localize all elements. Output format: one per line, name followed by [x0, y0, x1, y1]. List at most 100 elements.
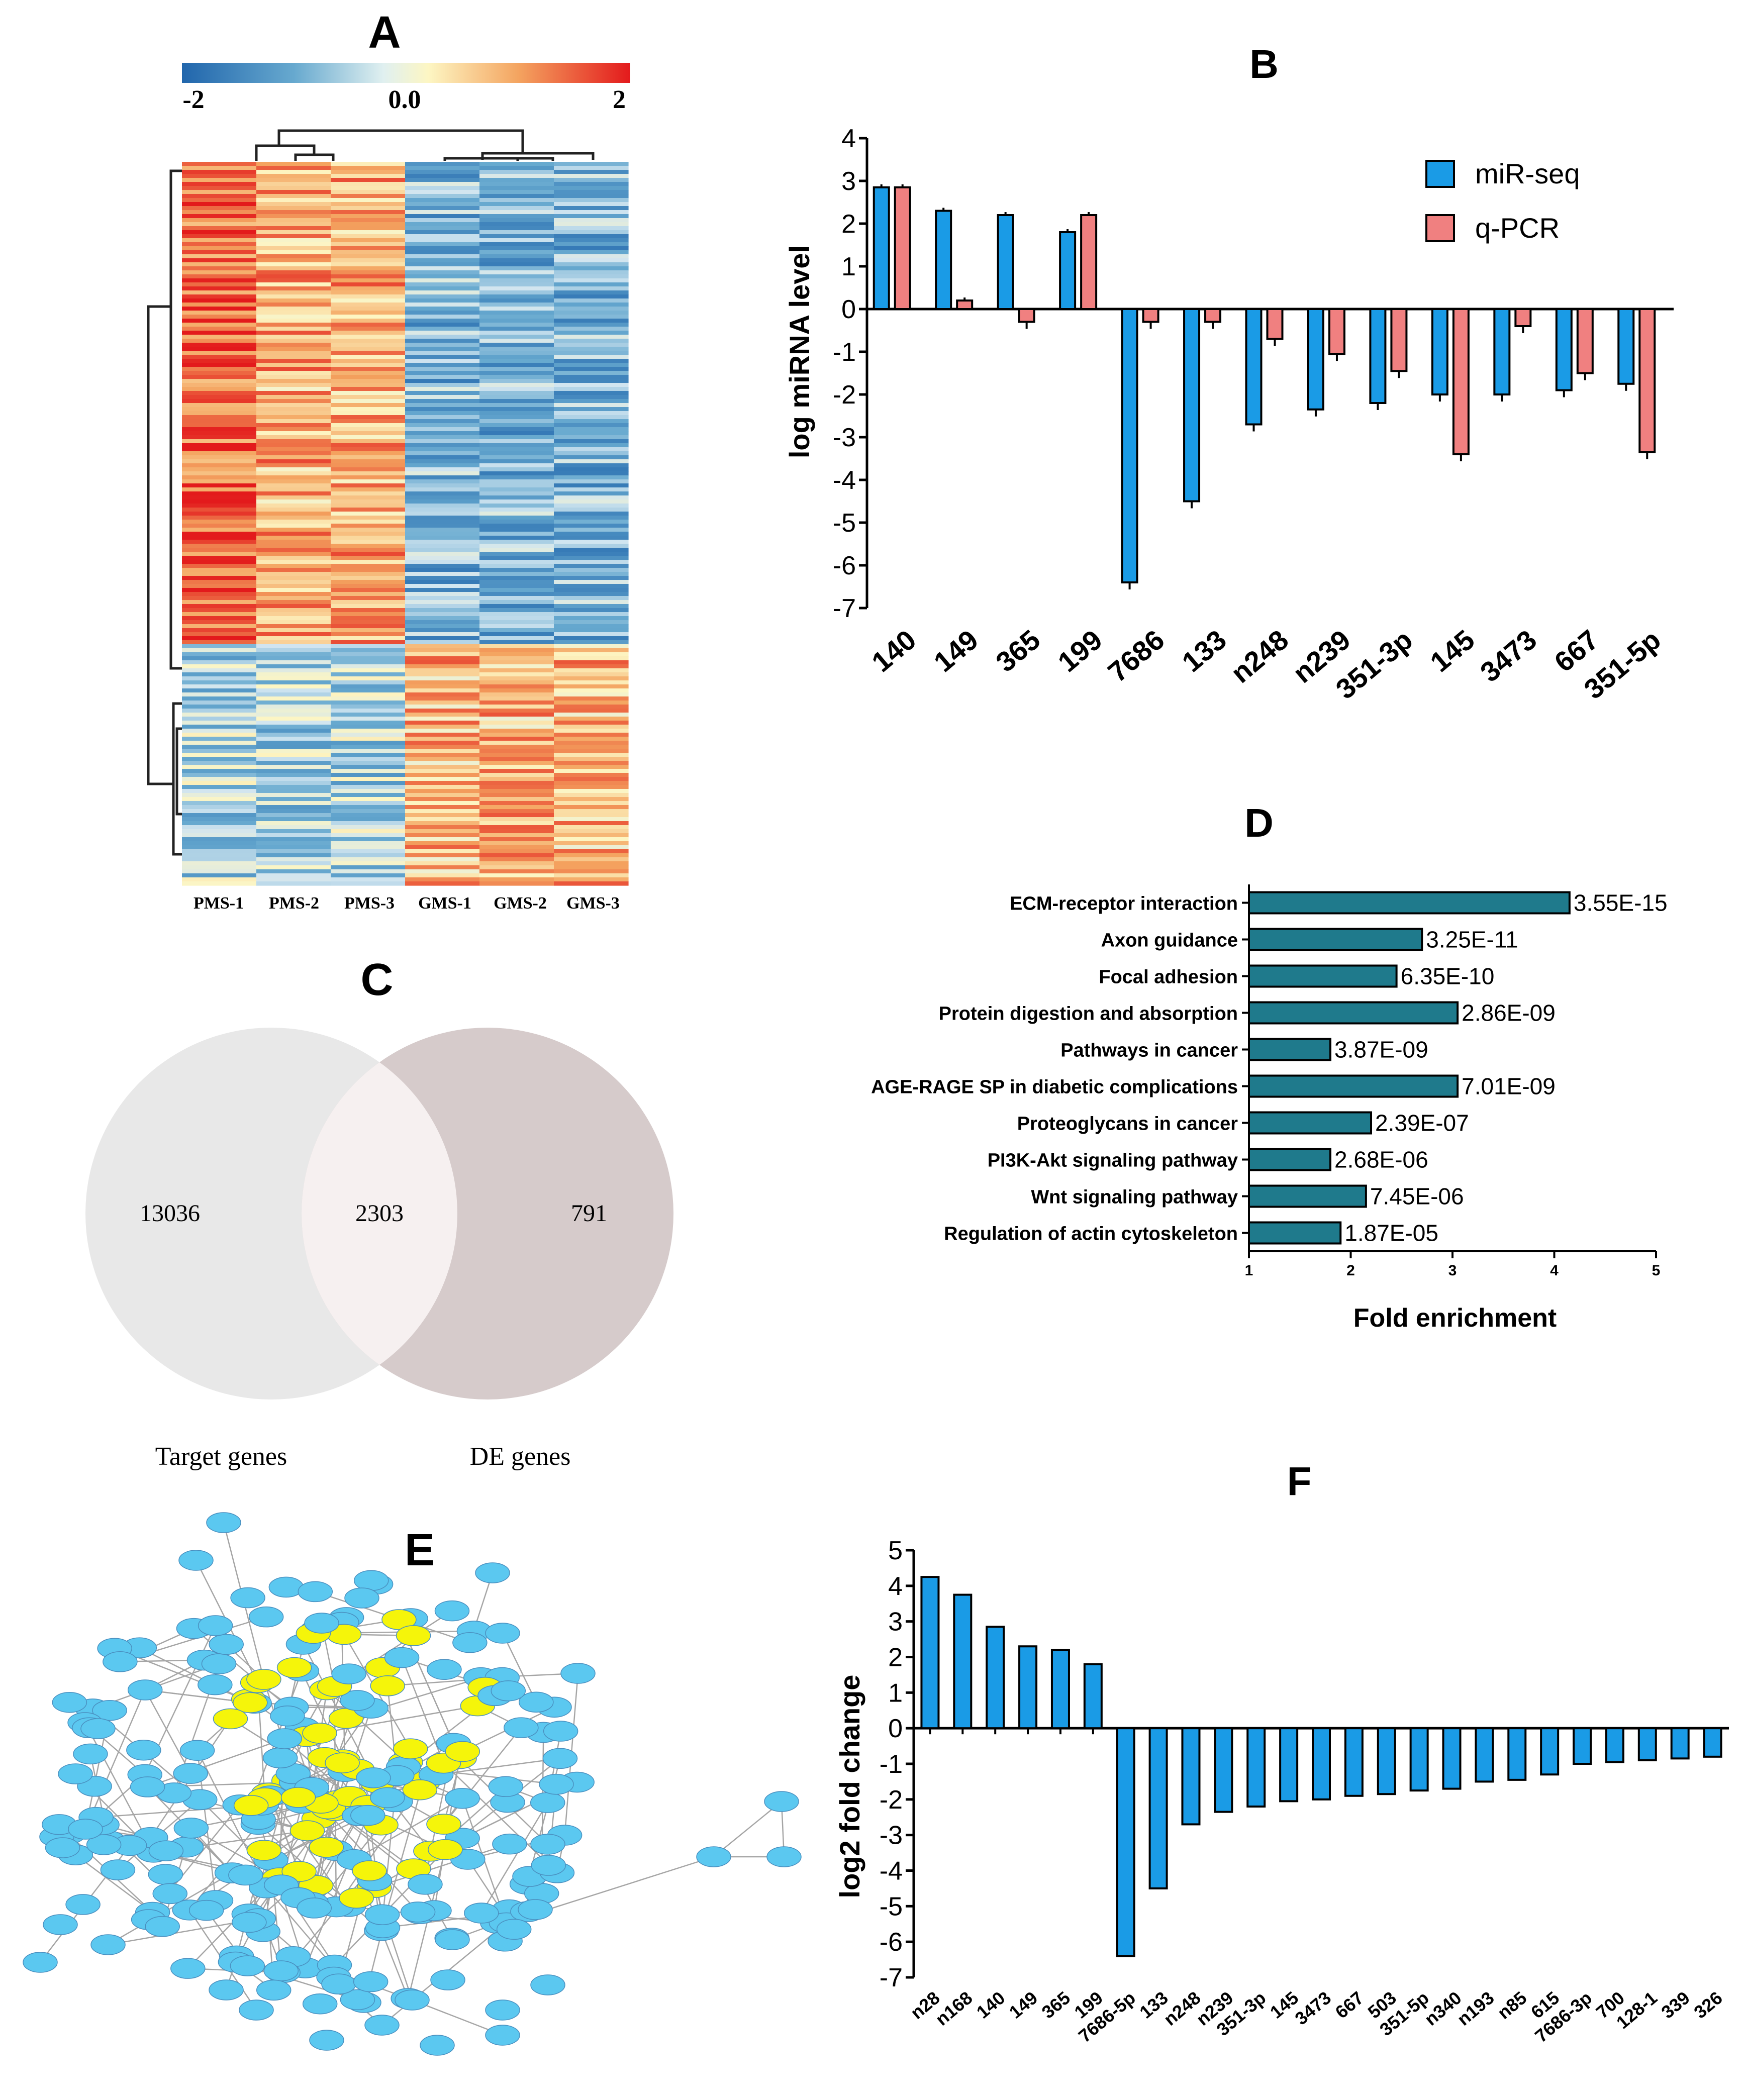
heatmap-cell — [405, 861, 480, 866]
heatmap-cell — [331, 463, 406, 468]
heatmap-cell — [182, 298, 257, 303]
network-node — [201, 1653, 237, 1674]
network-node — [485, 1623, 520, 1644]
heatmap-cell — [479, 757, 554, 761]
heatmap-cell — [554, 258, 629, 263]
heatmap-cell — [554, 379, 629, 383]
heatmap-cell — [182, 194, 257, 198]
heatmap-cell — [331, 588, 406, 592]
heatmap-cell — [479, 781, 554, 785]
panel-c-label: C — [361, 955, 394, 1005]
network-node — [485, 1999, 520, 2021]
network-hub-node — [402, 1779, 438, 1801]
heatmap-cell — [479, 431, 554, 436]
f-x-tick-label: 149 — [1005, 1987, 1041, 2023]
heatmap-cell — [182, 290, 257, 295]
panel-b: B log miRNA level 4 3 2 1 0 -1 -2 -3 -4 -5 -6 -7 140… — [784, 42, 1674, 705]
f-y-tick-label: -5 — [880, 1892, 903, 1921]
legend-swatch-qpcr — [1425, 214, 1455, 242]
heatmap-cell — [554, 717, 629, 721]
network-node — [58, 1763, 93, 1784]
heatmap-cell — [554, 777, 629, 781]
heatmap-cell — [331, 435, 406, 440]
heatmap-cell — [479, 298, 554, 303]
heatmap-cell — [479, 327, 554, 331]
heatmap-cell — [331, 471, 406, 476]
heatmap-cell — [554, 351, 629, 355]
heatmap-cell — [331, 717, 406, 721]
heatmap-cell — [479, 242, 554, 247]
heatmap-cell — [479, 552, 554, 556]
heatmap-cell — [405, 206, 480, 211]
heatmap-cell — [182, 769, 257, 773]
network-edge — [547, 1856, 714, 1911]
heatmap-cell — [331, 499, 406, 504]
heatmap-cell — [554, 294, 629, 299]
heatmap-cell — [405, 178, 480, 182]
heatmap-cell — [331, 234, 406, 239]
f-y-tick-label: -4 — [880, 1857, 903, 1886]
heatmap-cell — [405, 166, 480, 170]
heatmap-cell — [331, 250, 406, 255]
heatmap-cell — [479, 564, 554, 568]
heatmap-cell — [182, 873, 257, 878]
heatmap-cell — [479, 877, 554, 882]
heatmap-cell — [331, 202, 406, 207]
heatmap-cell — [331, 584, 406, 588]
network-node — [530, 1792, 565, 1813]
heatmap-cell — [331, 785, 406, 789]
b-bar-mirseq — [1183, 308, 1201, 503]
heatmap-cell — [182, 576, 257, 580]
network-node — [696, 1846, 731, 1867]
heatmap-cell — [479, 785, 554, 789]
b-x-tick-label: 140 — [865, 624, 922, 678]
d-x-tick-label: 4 — [1550, 1262, 1559, 1279]
heatmap-cell — [479, 355, 554, 359]
network-node — [268, 1576, 304, 1598]
heatmap-cell — [331, 576, 406, 580]
heatmap-cell — [405, 616, 480, 621]
heatmap-cell — [554, 467, 629, 472]
network-node — [427, 1659, 462, 1680]
heatmap-cell — [182, 668, 257, 673]
heatmap-cell — [479, 544, 554, 548]
heatmap-cell — [479, 427, 554, 432]
heatmap-cell — [256, 556, 331, 560]
heatmap-cell — [331, 222, 406, 227]
heatmap-cell — [405, 347, 480, 351]
heatmap-cell — [405, 226, 480, 231]
f-y-tick-label: -2 — [880, 1785, 903, 1815]
heatmap-cell — [182, 620, 257, 625]
heatmap-cell — [479, 443, 554, 448]
heatmap-cell — [331, 572, 406, 576]
heatmap-cell — [256, 504, 331, 508]
heatmap-cell — [479, 463, 554, 468]
heatmap-cell — [405, 471, 480, 476]
network-edge — [480, 1802, 548, 1914]
heatmap-cell — [182, 375, 257, 379]
heatmap-cell — [479, 487, 554, 492]
heatmap-cell — [554, 624, 629, 629]
heatmap-cell — [182, 242, 257, 247]
heatmap-cell — [331, 805, 406, 810]
heatmap-cell — [479, 737, 554, 741]
d-bar-annotation: 2.86E-09 — [1462, 1000, 1556, 1026]
heatmap-cell — [256, 604, 331, 609]
network-node — [92, 1699, 127, 1721]
heatmap-cell — [256, 696, 331, 701]
heatmap-cell — [182, 789, 257, 793]
heatmap-cell — [182, 471, 257, 476]
heatmap-cell — [182, 455, 257, 460]
network-node — [560, 1663, 596, 1684]
network-node — [148, 1840, 184, 1861]
heatmap-cell — [554, 857, 629, 862]
heatmap-cell — [331, 331, 406, 335]
network-node — [173, 1763, 208, 1784]
f-x-tick-label: 3473 — [1291, 1987, 1335, 2029]
heatmap-cell — [182, 865, 257, 870]
heatmap-cell — [331, 853, 406, 858]
heatmap-cell — [331, 447, 406, 452]
heatmap-cell — [405, 672, 480, 677]
heatmap-cell — [405, 351, 480, 355]
heatmap-cell — [256, 178, 331, 182]
